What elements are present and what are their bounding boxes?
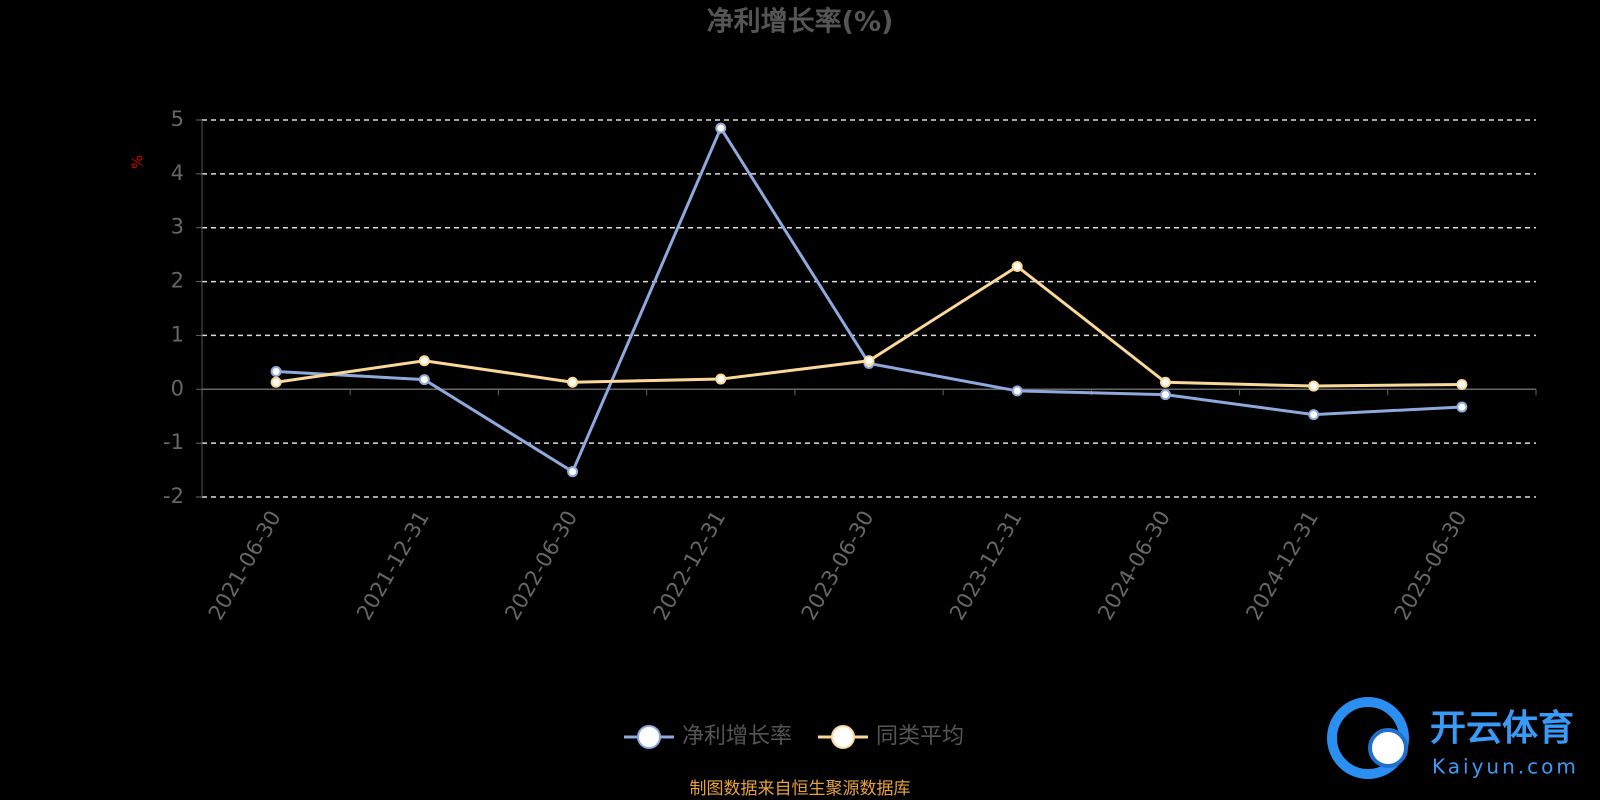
y-tick-label: 5 <box>171 107 184 131</box>
data-point <box>418 374 430 386</box>
footer: 制图数据来自恒生聚源数据库 <box>690 779 911 799</box>
data-point <box>715 122 727 134</box>
data-point <box>1011 260 1023 272</box>
data-point <box>863 355 875 367</box>
data-point <box>1159 389 1171 401</box>
legend-item: 净利增长率 <box>624 724 792 749</box>
data-point <box>1456 401 1468 413</box>
y-tick-label: 4 <box>171 161 184 185</box>
watermark-site: Kaiyun.com <box>1432 755 1579 779</box>
data-point <box>1456 378 1468 390</box>
data-point <box>1011 385 1023 397</box>
data-point <box>418 355 430 367</box>
y-axis-label: % <box>129 155 147 169</box>
data-point <box>1308 380 1320 392</box>
y-tick-label: 2 <box>171 269 184 293</box>
data-point <box>270 366 282 378</box>
data-point <box>270 376 282 388</box>
y-tick-label: 0 <box>171 376 184 400</box>
data-point <box>1308 409 1320 421</box>
legend-label: 净利增长率 <box>682 724 792 749</box>
legend-marker <box>831 725 856 749</box>
data-point <box>715 373 727 385</box>
logo-ball <box>1368 728 1408 768</box>
y-tick-label: -2 <box>163 484 184 508</box>
y-tick-label: -1 <box>163 430 184 454</box>
data-point <box>1159 376 1171 388</box>
legend-label: 同类平均 <box>876 724 964 749</box>
data-point <box>567 466 579 478</box>
y-tick-label: 3 <box>171 215 184 239</box>
data-point <box>567 376 579 388</box>
chart-title: 净利增长率(%) <box>707 6 894 38</box>
y-tick-label: 1 <box>171 322 184 346</box>
legend-marker <box>637 725 661 749</box>
watermark: 开云体育 Kaiyun.com <box>1327 697 1579 779</box>
legend-item: 同类平均 <box>818 724 964 749</box>
watermark-name: 开云体育 <box>1430 708 1574 749</box>
